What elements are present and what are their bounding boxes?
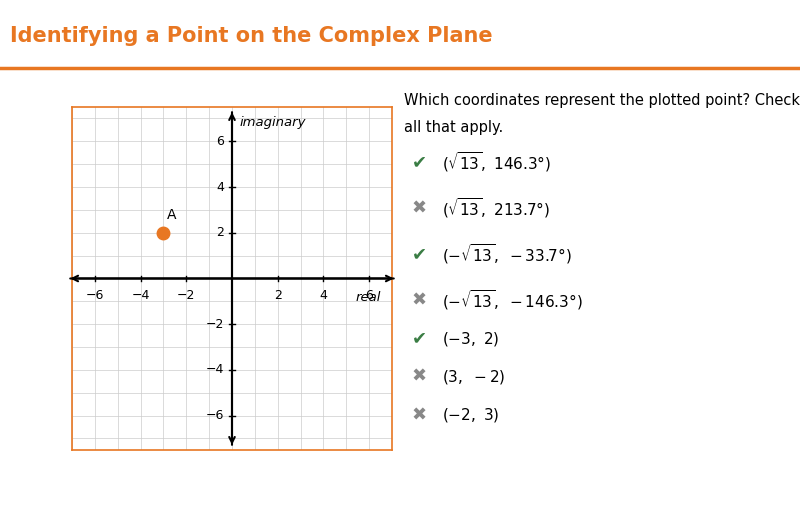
Text: $(-\sqrt{13},\ -33.7°)$: $(-\sqrt{13},\ -33.7°)$ [442,242,572,266]
Text: $(-3,\ 2)$: $(-3,\ 2)$ [442,330,500,347]
Text: imaginary: imaginary [240,116,306,129]
Text: 4: 4 [216,180,224,194]
Text: real: real [355,291,381,304]
Text: 2: 2 [274,289,282,302]
Text: −2: −2 [206,318,224,331]
Text: Identifying a Point on the Complex Plane: Identifying a Point on the Complex Plane [10,26,493,46]
Text: ✔: ✔ [412,245,427,263]
Text: ✖: ✖ [412,199,427,217]
Text: ✖: ✖ [412,291,427,309]
Text: ✔: ✔ [412,153,427,171]
Text: −4: −4 [131,289,150,302]
Text: ✖: ✖ [412,368,427,386]
Text: $(-2,\ 3)$: $(-2,\ 3)$ [442,406,500,424]
Text: $(3,\ -2)$: $(3,\ -2)$ [442,368,506,386]
Text: 4: 4 [319,289,327,302]
Text: 2: 2 [216,226,224,239]
Text: −6: −6 [86,289,104,302]
Text: A: A [167,208,176,222]
Text: $(-\sqrt{13},\ -146.3°)$: $(-\sqrt{13},\ -146.3°)$ [442,288,583,312]
Text: −4: −4 [206,363,224,377]
Text: $(\sqrt{13},\ 213.7°)$: $(\sqrt{13},\ 213.7°)$ [442,196,550,220]
Text: ✖: ✖ [412,406,427,424]
Text: −2: −2 [177,289,195,302]
Text: all that apply.: all that apply. [404,120,503,135]
Text: −6: −6 [206,409,224,422]
Text: Which coordinates represent the plotted point? Check: Which coordinates represent the plotted … [404,93,800,108]
Text: 6: 6 [366,289,373,302]
Text: $(\sqrt{13},\ 146.3°)$: $(\sqrt{13},\ 146.3°)$ [442,150,551,174]
Text: 6: 6 [216,135,224,148]
Text: ✔: ✔ [412,330,427,347]
